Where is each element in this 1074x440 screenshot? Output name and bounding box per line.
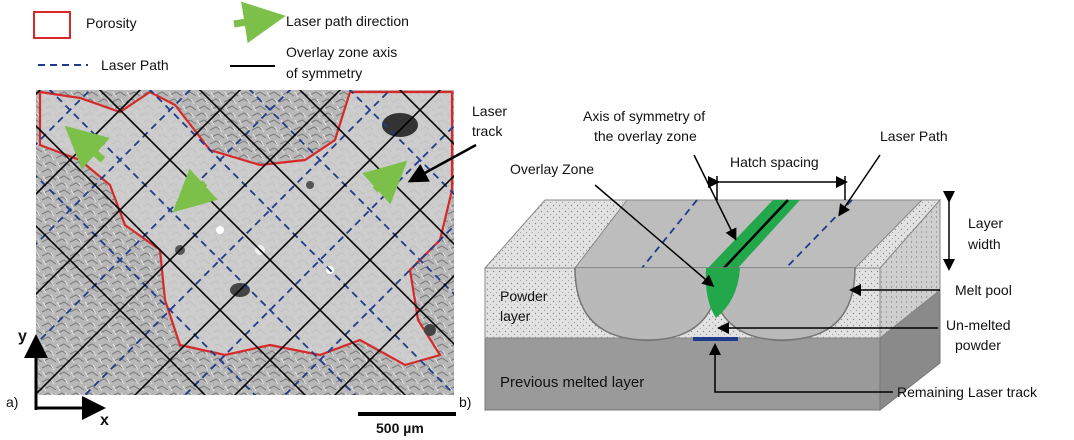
legend-overlay-axis-line1: Overlay zone axis	[286, 44, 398, 60]
porosity-outline	[38, 90, 454, 367]
block-diagram	[483, 198, 942, 412]
remaining-track-label: Remaining Laser track	[897, 384, 1038, 400]
layer-width-line1: Layer	[968, 215, 1004, 231]
powder-layer-line1: Powder	[500, 288, 548, 304]
porosity-legend-swatch	[33, 11, 71, 39]
panel-b-tag: b)	[459, 394, 472, 410]
axis-x-label: x	[100, 412, 109, 429]
axis-y-label: y	[18, 328, 27, 345]
overlay-zone-label: Overlay Zone	[510, 161, 595, 177]
overlay-zone	[705, 268, 740, 318]
overlay-axes	[36, 90, 454, 395]
melt-pool-label: Melt pool	[955, 282, 1012, 298]
laser-direction-arrows	[64, 125, 408, 213]
legend-laser-path: Laser Path	[101, 57, 169, 73]
overlay-strip	[708, 200, 800, 268]
legend-laser-direction: Laser path direction	[286, 13, 409, 29]
laser-track-line2: track	[472, 123, 503, 139]
laser-path-label-b: Laser Path	[880, 128, 948, 144]
previous-layer-label: Previous melted layer	[500, 374, 645, 391]
unmelted-line1: Un-melted	[946, 317, 1011, 333]
legend-overlay-axis-line2: of symmetry	[286, 65, 363, 81]
layer-width-line2: width	[968, 236, 1001, 252]
legend-porosity: Porosity	[86, 15, 137, 31]
hatch-spacing-label: Hatch spacing	[730, 154, 819, 170]
laser-track-line1: Laser	[472, 103, 508, 119]
scale-bar-label: 500 µm	[376, 420, 424, 436]
laser-direction-legend-arrow	[233, 1, 286, 44]
laser-track-arrow	[407, 143, 477, 183]
unmelted-line2: powder	[955, 337, 1001, 353]
axis-symmetry-line2: the overlay zone	[594, 128, 697, 144]
panel-a-tag: a)	[6, 394, 19, 410]
micrograph	[36, 90, 454, 395]
axis-symmetry-line1: Axis of symmetry of	[583, 108, 706, 124]
laser-paths	[36, 90, 454, 395]
powder-layer-line2: layer	[500, 308, 531, 324]
